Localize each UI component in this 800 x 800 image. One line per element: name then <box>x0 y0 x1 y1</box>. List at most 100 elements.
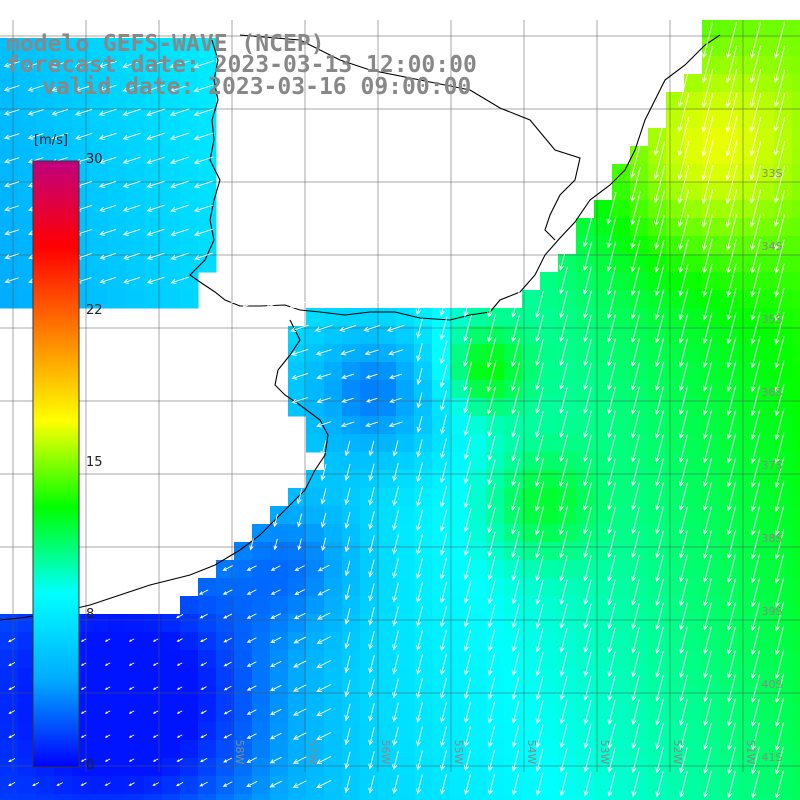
wind-arrow <box>176 638 183 642</box>
wind-speed-cell <box>432 344 451 363</box>
wind-speed-cell <box>720 146 739 165</box>
wind-speed-cell <box>270 794 289 800</box>
wind-arrow <box>463 436 472 461</box>
wind-speed-cell <box>198 776 217 795</box>
wind-speed-cell <box>252 614 271 633</box>
wind-speed-cell <box>792 362 800 381</box>
wind-speed-cell <box>684 362 703 381</box>
wind-speed-cell <box>774 200 793 219</box>
wind-speed-cell <box>306 632 325 651</box>
wind-speed-cell <box>612 542 631 561</box>
wind-arrow <box>750 601 761 632</box>
wind-arrow <box>368 703 375 722</box>
wind-speed-cell <box>666 632 685 651</box>
wind-speed-cell <box>144 146 163 165</box>
wind-speed-cell <box>594 434 613 453</box>
wind-arrow <box>7 637 16 643</box>
wind-arrow <box>702 505 713 536</box>
wind-arrow <box>726 577 737 608</box>
wind-arrow <box>176 734 183 738</box>
wind-arrow <box>344 536 351 553</box>
wind-arrow <box>774 649 785 680</box>
wind-speed-cell <box>54 146 73 165</box>
wind-speed-cell <box>288 794 307 800</box>
colorbar-gradient <box>32 160 80 768</box>
wind-arrow <box>773 116 786 156</box>
wind-speed-cell <box>486 506 505 525</box>
wind-speed-cell <box>342 740 361 759</box>
wind-speed-cell <box>342 434 361 453</box>
wind-arrow <box>511 652 520 677</box>
wind-speed-cell <box>522 434 541 453</box>
wind-speed-cell <box>684 776 703 795</box>
wind-speed-cell <box>756 128 775 147</box>
wind-arrow <box>487 556 496 581</box>
wind-speed-cell <box>756 740 775 759</box>
wind-speed-cell <box>288 740 307 759</box>
wind-speed-cell <box>450 758 469 777</box>
wind-speed-cell <box>522 416 541 435</box>
wind-speed-cell <box>774 416 793 435</box>
wind-arrow <box>511 628 520 653</box>
wind-speed-cell <box>36 794 55 800</box>
wind-speed-cell <box>666 452 685 471</box>
wind-speed-cell <box>630 434 649 453</box>
wind-arrow <box>386 324 405 332</box>
wind-arrow <box>392 774 399 795</box>
wind-arrow <box>678 313 689 344</box>
wind-arrow <box>773 141 786 180</box>
longitude-label: 56W <box>379 740 392 765</box>
colorbar-unit: [m/s] <box>34 133 68 148</box>
wind-speed-cell <box>792 704 800 723</box>
wind-arrow <box>270 613 281 619</box>
wind-arrow <box>749 92 762 133</box>
wind-speed-cell <box>450 722 469 741</box>
wind-speed-cell <box>756 650 775 669</box>
wind-speed-cell <box>504 398 523 417</box>
wind-speed-cell <box>468 470 487 489</box>
wind-speed-cell <box>306 542 325 561</box>
wind-speed-cell <box>612 578 631 597</box>
wind-arrow <box>4 253 19 260</box>
wind-arrow <box>631 530 640 559</box>
wind-speed-cell <box>504 758 523 777</box>
wind-arrow <box>534 457 545 488</box>
wind-speed-cell <box>108 218 127 237</box>
wind-speed-cell <box>684 722 703 741</box>
wind-arrow <box>654 313 665 344</box>
wind-speed-cell <box>504 704 523 723</box>
wind-arrow <box>607 627 616 654</box>
wind-arrow <box>128 638 135 642</box>
wind-arrow <box>392 726 399 747</box>
wind-speed-cell <box>18 200 37 219</box>
wind-speed-cell <box>396 740 415 759</box>
wind-arrow <box>145 60 166 69</box>
wind-arrow <box>559 772 568 797</box>
wind-arrow <box>246 685 257 691</box>
wind-speed-cell <box>180 110 199 129</box>
wind-speed-cell <box>324 398 343 417</box>
wind-arrow <box>607 675 616 702</box>
wind-speed-cell <box>180 128 199 147</box>
wind-speed-cell <box>414 758 433 777</box>
wind-arrow <box>200 710 207 714</box>
wind-arrow <box>559 362 568 391</box>
wind-speed-cell <box>684 560 703 579</box>
wind-speed-cell <box>576 650 595 669</box>
wind-speed-cell <box>576 272 595 291</box>
wind-speed-cell <box>162 776 181 795</box>
wind-speed-cell <box>18 272 37 291</box>
wind-speed-cell <box>648 578 667 597</box>
wind-speed-cell <box>90 272 109 291</box>
wind-arrow <box>749 116 762 157</box>
wind-speed-cell <box>738 596 757 615</box>
wind-speed-cell <box>324 542 343 561</box>
wind-arrow <box>223 637 232 643</box>
latitude-label: 37S <box>762 459 783 472</box>
wind-arrow <box>655 458 664 487</box>
wind-speed-cell <box>432 380 451 399</box>
wind-speed-cell <box>720 560 739 579</box>
wind-speed-cell <box>612 236 631 255</box>
wind-speed-cell <box>144 74 163 93</box>
wind-arrow <box>104 734 111 738</box>
